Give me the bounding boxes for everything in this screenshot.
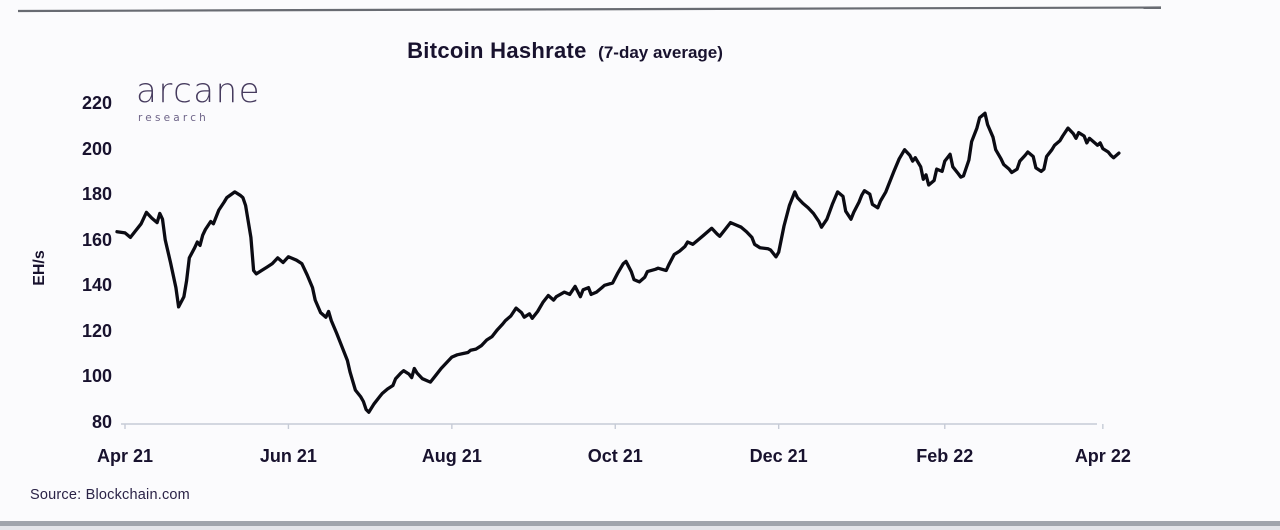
y-tick-label: 180 [81,184,112,205]
x-tick-label: Apr 21 [96,446,154,466]
arcane-logo-tagline: research [138,111,210,124]
chart-title-block: Bitcoin Hashrate (7-day average) [407,38,723,64]
x-axis-ticks [124,424,1104,429]
y-tick-label: 80 [91,412,112,432]
x-tick-label: Jun 21 [259,446,317,466]
chart-subtitle: (7-day average) [598,43,723,62]
bottom-bar [0,521,1280,526]
y-tick-label: 100 [81,366,112,387]
x-tick-label: Dec 21 [749,446,808,466]
y-tick-label: 160 [81,229,112,250]
y-tick-label: 200 [81,138,112,159]
y-tick-label: 140 [81,275,112,296]
x-tick-label: Oct 21 [587,446,643,466]
x-tick-label: Aug 21 [421,446,482,466]
x-tick-label: Apr 22 [1074,446,1131,466]
y-tick-label: 120 [81,320,112,341]
x-tick-label: Feb 22 [916,446,974,466]
top-rule [17,6,1162,13]
chart-title: Bitcoin Hashrate [407,38,587,63]
y-tick-label: 220 [81,92,112,113]
source-caption: Source: Blockchain.com [30,487,190,503]
arcane-logo: arcane research [136,71,262,124]
hashrate-line [115,111,1121,414]
arcane-logo-wordmark: arcane [136,71,262,111]
bottom-bar-shadow [0,526,1280,530]
